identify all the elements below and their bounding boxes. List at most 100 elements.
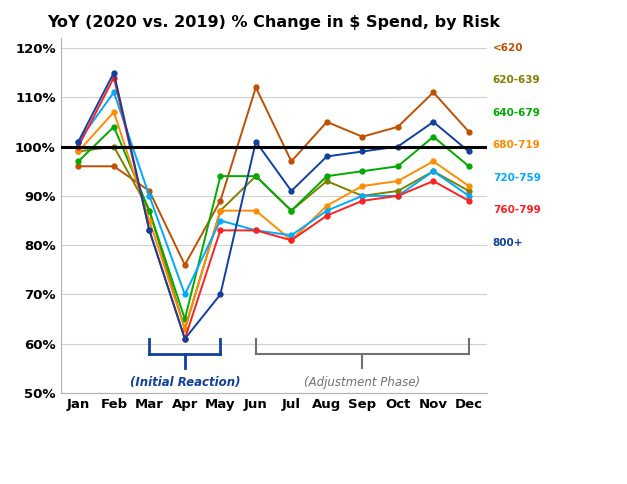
620-639 [429,168,437,174]
640-679 [288,208,295,213]
Line: 680-719: 680-719 [76,110,472,332]
640-679 [110,124,118,130]
Text: 680-719: 680-719 [493,140,540,151]
760-799 [145,227,153,233]
720-759 [359,193,366,199]
680-719 [75,149,82,154]
640-679 [465,164,473,169]
620-639 [323,178,330,184]
<620 [110,164,118,169]
620-639 [359,193,366,199]
800+ [288,188,295,194]
640-679 [216,173,224,179]
760-799 [75,144,82,150]
Text: 640-679: 640-679 [493,108,540,118]
Line: 720-759: 720-759 [76,90,472,297]
760-799 [429,178,437,184]
760-799 [394,193,402,199]
620-639 [75,149,82,154]
760-799 [110,75,118,80]
640-679 [75,158,82,164]
Text: 800+: 800+ [493,238,524,248]
<620 [75,164,82,169]
Text: (Adjustment Phase): (Adjustment Phase) [304,376,421,389]
<620 [359,134,366,139]
760-799 [216,227,224,233]
720-759 [252,227,260,233]
680-719 [394,178,402,184]
720-759 [216,218,224,224]
620-639 [181,326,189,332]
760-799 [465,198,473,204]
640-679 [359,168,366,174]
<620 [465,129,473,135]
620-639 [465,188,473,194]
620-639 [252,173,260,179]
760-799 [252,227,260,233]
Line: <620: <620 [76,85,472,267]
640-679 [323,173,330,179]
720-759 [75,139,82,145]
Text: (Initial Reaction): (Initial Reaction) [130,376,240,389]
Text: <620: <620 [493,43,524,53]
620-639 [110,144,118,150]
720-759 [429,168,437,174]
<620 [216,198,224,204]
680-719 [323,203,330,209]
Title: YoY (2020 vs. 2019) % Change in $ Spend, by Risk: YoY (2020 vs. 2019) % Change in $ Spend,… [47,15,500,30]
640-679 [429,134,437,139]
760-799 [323,212,330,218]
800+ [429,119,437,125]
Text: 720-759: 720-759 [493,173,540,183]
760-799 [181,336,189,342]
620-639 [216,208,224,213]
760-799 [359,198,366,204]
Line: 800+: 800+ [76,70,472,341]
680-719 [465,183,473,189]
680-719 [288,237,295,243]
800+ [216,291,224,297]
760-799 [288,237,295,243]
800+ [323,153,330,159]
<620 [394,124,402,130]
640-679 [394,164,402,169]
<620 [323,119,330,125]
680-719 [429,158,437,164]
800+ [181,336,189,342]
680-719 [216,208,224,213]
720-759 [288,232,295,238]
800+ [145,227,153,233]
<620 [252,85,260,91]
Text: 760-799: 760-799 [493,206,540,215]
620-639 [145,208,153,213]
Line: 620-639: 620-639 [76,144,472,332]
720-759 [394,193,402,199]
Text: 620-639: 620-639 [493,76,540,85]
720-759 [181,291,189,297]
620-639 [394,188,402,194]
800+ [252,139,260,145]
<620 [429,90,437,95]
720-759 [465,193,473,199]
Line: 640-679: 640-679 [76,124,472,321]
640-679 [181,316,189,322]
680-719 [359,183,366,189]
680-719 [252,208,260,213]
720-759 [145,193,153,199]
680-719 [181,326,189,332]
800+ [394,144,402,150]
720-759 [110,90,118,95]
680-719 [110,109,118,115]
<620 [288,158,295,164]
640-679 [252,173,260,179]
800+ [75,139,82,145]
680-719 [145,218,153,224]
800+ [110,70,118,76]
620-639 [288,208,295,213]
<620 [145,188,153,194]
640-679 [145,208,153,213]
<620 [181,262,189,268]
720-759 [323,208,330,213]
800+ [359,149,366,154]
800+ [465,149,473,154]
